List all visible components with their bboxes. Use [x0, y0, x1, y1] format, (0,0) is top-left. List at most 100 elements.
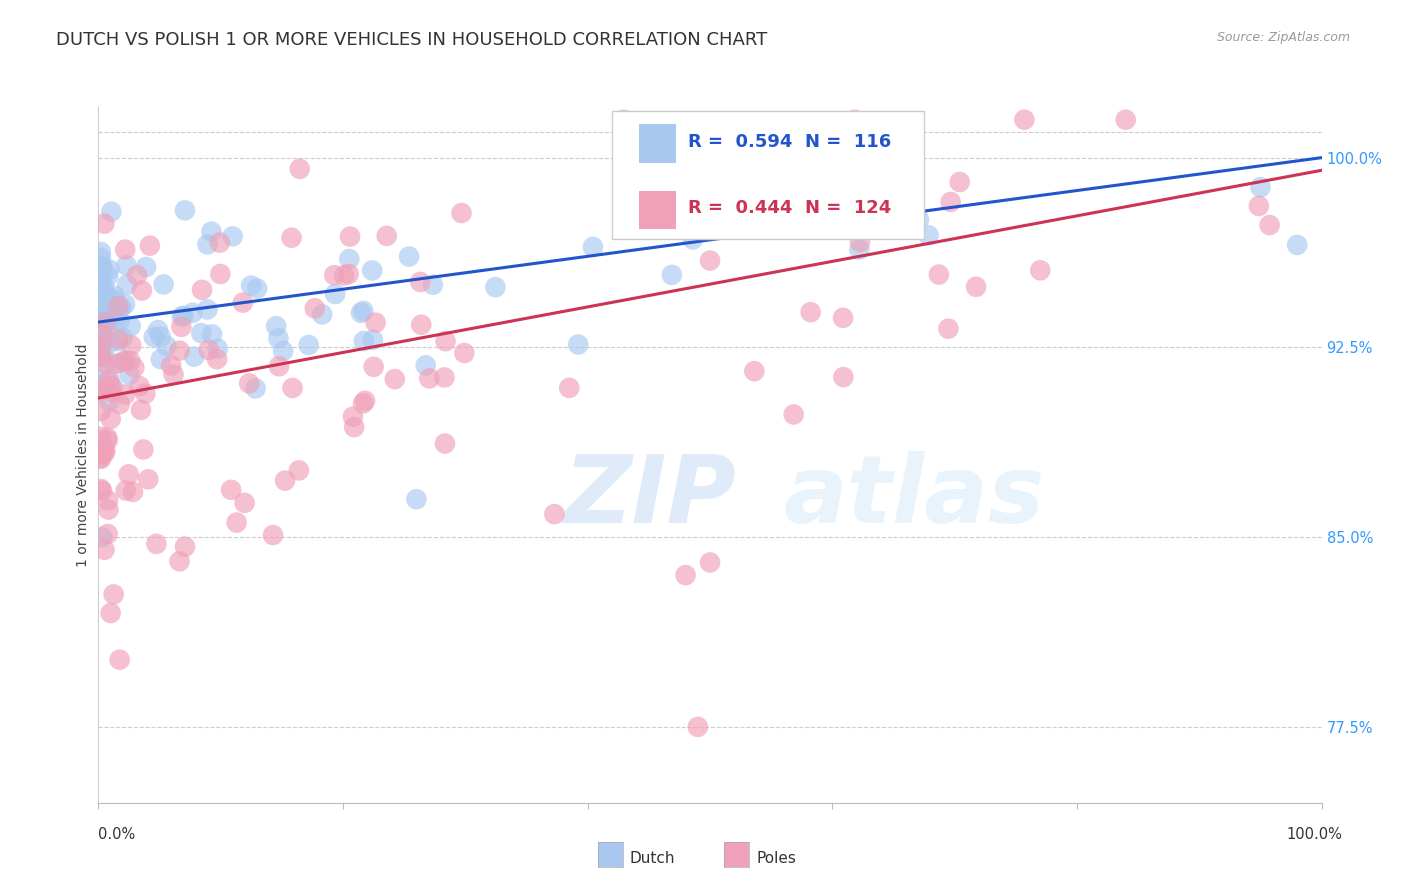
Point — [363, 359, 385, 374]
Point — [90, 285, 112, 300]
Point — [209, 267, 232, 281]
Point — [108, 301, 131, 315]
Point — [93, 446, 115, 460]
Point — [755, 198, 778, 212]
Point — [155, 339, 177, 353]
Point — [108, 313, 131, 327]
Point — [93, 217, 115, 231]
Point — [110, 301, 132, 315]
Point — [90, 349, 112, 363]
Point — [108, 653, 131, 667]
Point — [97, 313, 120, 327]
Point — [136, 472, 159, 486]
Point — [104, 293, 127, 308]
Point — [245, 381, 267, 395]
Point — [169, 554, 191, 568]
Point — [142, 330, 165, 344]
FancyBboxPatch shape — [612, 111, 924, 239]
Point — [90, 450, 112, 465]
Point — [233, 496, 256, 510]
Point — [91, 483, 114, 498]
Point — [181, 306, 204, 320]
Text: 100.0%: 100.0% — [1286, 827, 1343, 841]
Point — [246, 281, 269, 295]
Point — [170, 310, 193, 324]
Point — [197, 302, 219, 317]
Point — [411, 318, 433, 332]
Point — [100, 384, 122, 399]
Point — [832, 370, 855, 384]
Point — [90, 482, 112, 496]
Point — [115, 277, 138, 292]
Point — [352, 304, 374, 318]
Point — [830, 212, 852, 227]
Point — [844, 112, 866, 127]
Point — [103, 587, 125, 601]
Point — [422, 277, 444, 292]
Text: R =  0.594: R = 0.594 — [688, 133, 793, 151]
Point — [1014, 112, 1036, 127]
Point — [114, 297, 136, 311]
Point — [90, 312, 112, 326]
Point — [96, 290, 118, 304]
Point — [453, 346, 475, 360]
Point — [221, 229, 243, 244]
Text: R =  0.444: R = 0.444 — [688, 199, 793, 217]
Point — [146, 323, 169, 337]
Point — [755, 222, 778, 236]
Point — [96, 305, 118, 319]
Point — [100, 378, 122, 392]
Point — [232, 295, 254, 310]
Point — [354, 393, 377, 408]
Point — [744, 364, 766, 378]
Point — [90, 448, 112, 462]
Point — [162, 368, 184, 382]
Point — [558, 381, 581, 395]
Point — [208, 235, 231, 250]
Point — [434, 334, 457, 349]
Point — [90, 377, 112, 392]
Point — [114, 387, 136, 401]
Point — [264, 319, 287, 334]
Point — [108, 397, 131, 411]
Text: Poles: Poles — [756, 851, 796, 865]
Point — [675, 568, 697, 582]
Point — [849, 235, 872, 249]
Point — [111, 331, 134, 345]
Point — [90, 328, 112, 343]
Point — [384, 372, 406, 386]
Point — [288, 161, 311, 176]
Point — [127, 268, 149, 283]
Point — [90, 251, 112, 265]
Point — [90, 404, 112, 418]
Point — [352, 396, 374, 410]
Point — [149, 352, 172, 367]
Point — [115, 259, 138, 273]
Point — [114, 243, 136, 257]
Point — [90, 334, 112, 349]
Point — [97, 374, 120, 388]
Point — [173, 309, 195, 323]
Point — [97, 502, 120, 516]
Point — [361, 333, 384, 347]
Point — [884, 211, 907, 225]
Text: 0.0%: 0.0% — [98, 827, 135, 841]
Point — [1115, 112, 1137, 127]
Point — [267, 331, 290, 345]
Text: ZIP: ZIP — [564, 450, 737, 542]
Point — [90, 430, 112, 444]
Point — [120, 319, 142, 334]
Point — [582, 240, 605, 254]
Point — [311, 307, 333, 321]
Point — [169, 343, 191, 358]
Point — [129, 403, 152, 417]
Point — [91, 325, 114, 339]
Point — [90, 296, 112, 310]
Point — [134, 386, 156, 401]
Point — [90, 245, 112, 260]
Point — [90, 384, 112, 398]
Point — [323, 287, 346, 301]
Point — [567, 337, 589, 351]
Point — [98, 394, 121, 409]
Point — [238, 376, 260, 391]
